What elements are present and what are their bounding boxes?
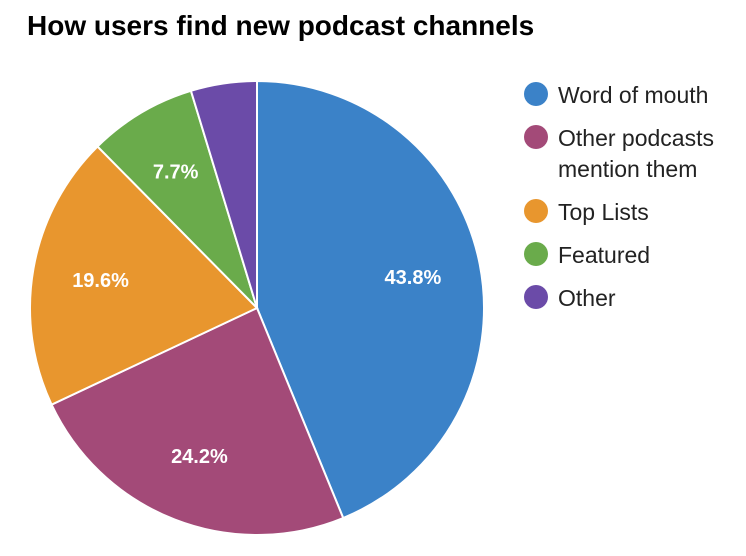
legend-label: Other podcasts mention them — [558, 125, 714, 182]
legend-swatch — [524, 199, 548, 223]
legend-item-other-podcasts[interactable]: Other podcasts mention them — [524, 123, 738, 185]
legend-label: Other — [558, 285, 616, 311]
legend: Word of mouth Other podcasts mention the… — [524, 80, 738, 326]
legend-swatch — [524, 125, 548, 149]
slice-value-label: 19.6% — [72, 270, 129, 292]
slice-value-label: 24.2% — [171, 446, 228, 468]
legend-label: Featured — [558, 242, 651, 268]
chart-title: How users find new podcast channels — [27, 10, 535, 41]
legend-swatch — [524, 82, 548, 106]
legend-item-word-of-mouth[interactable]: Word of mouth — [524, 80, 738, 111]
legend-swatch — [524, 285, 548, 309]
legend-label: Top Lists — [558, 199, 649, 225]
pie-slice-featured[interactable] — [96, 89, 258, 309]
legend-item-featured[interactable]: Featured — [524, 240, 738, 271]
pie-slice-other[interactable] — [189, 79, 258, 309]
slice-value-label: 43.8% — [385, 267, 442, 289]
pie-slice-other-podcasts-mention-them[interactable] — [50, 306, 345, 536]
pie-slice-word-of-mouth[interactable] — [256, 79, 485, 520]
slice-value-label: 7.7% — [153, 161, 199, 183]
pie-slice-top-lists[interactable] — [29, 145, 259, 406]
legend-item-other[interactable]: Other — [524, 283, 738, 314]
legend-swatch — [524, 242, 548, 266]
legend-item-top-lists[interactable]: Top Lists — [524, 197, 738, 228]
legend-label: Word of mouth — [558, 82, 709, 108]
